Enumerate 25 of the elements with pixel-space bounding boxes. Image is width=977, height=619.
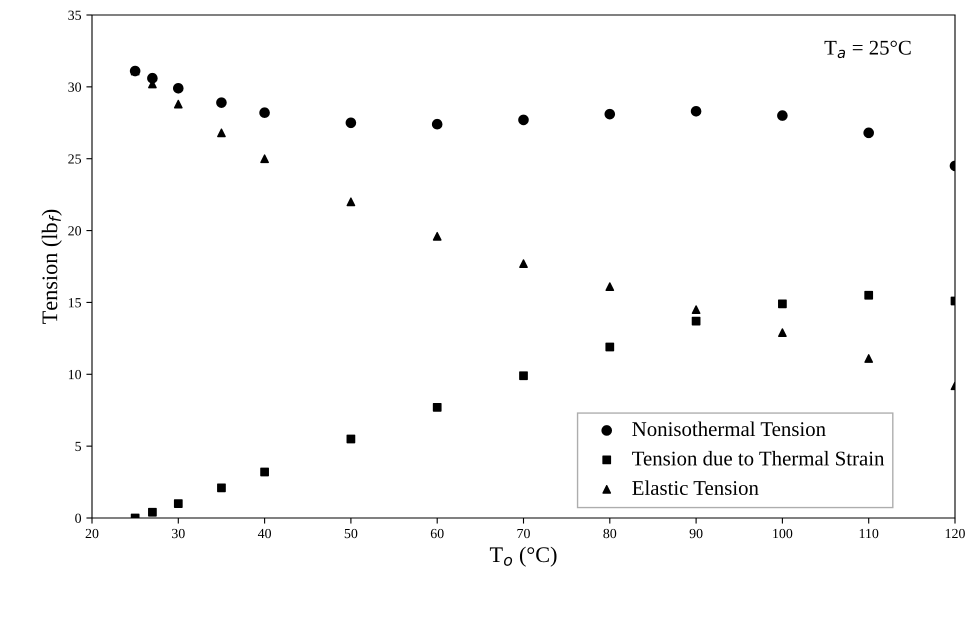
y-tick-label: 35 [68,10,82,20]
y-tick-label: 30 [68,82,82,92]
annotation: T$_{a}$ = 25°C [824,40,911,58]
legend-label: Elastic Tension [632,480,759,496]
x-tick-label: 30 [172,528,185,538]
y-tick-label: 5 [75,442,82,452]
x-axis-title: T$_{o}$ (°C) [490,546,556,567]
legend-label: Nonisothermal Tension [632,421,826,436]
x-tick-label: 60 [430,528,444,538]
x-tick-label: 100 [773,528,792,538]
y-tick-label: 20 [68,226,82,236]
x-tick-label: 120 [946,528,965,538]
x-tick-label: 20 [86,528,98,538]
x-tick-label: 70 [517,528,530,538]
y-tick-label: 15 [68,298,82,308]
y-tick-label: 0 [75,514,82,523]
x-tick-label: 110 [860,528,878,538]
x-tick-label: 80 [603,528,616,538]
legend-label: Tension due to Thermal Strain [632,450,884,466]
y-tick-label: 10 [68,370,82,380]
x-tick-label: 50 [344,528,358,538]
x-tick-label: 90 [690,528,703,538]
x-tick-label: 40 [258,528,272,538]
y-axis-title: Tension (lb$_{f}$) [42,210,62,324]
y-tick-label: 25 [68,154,82,164]
